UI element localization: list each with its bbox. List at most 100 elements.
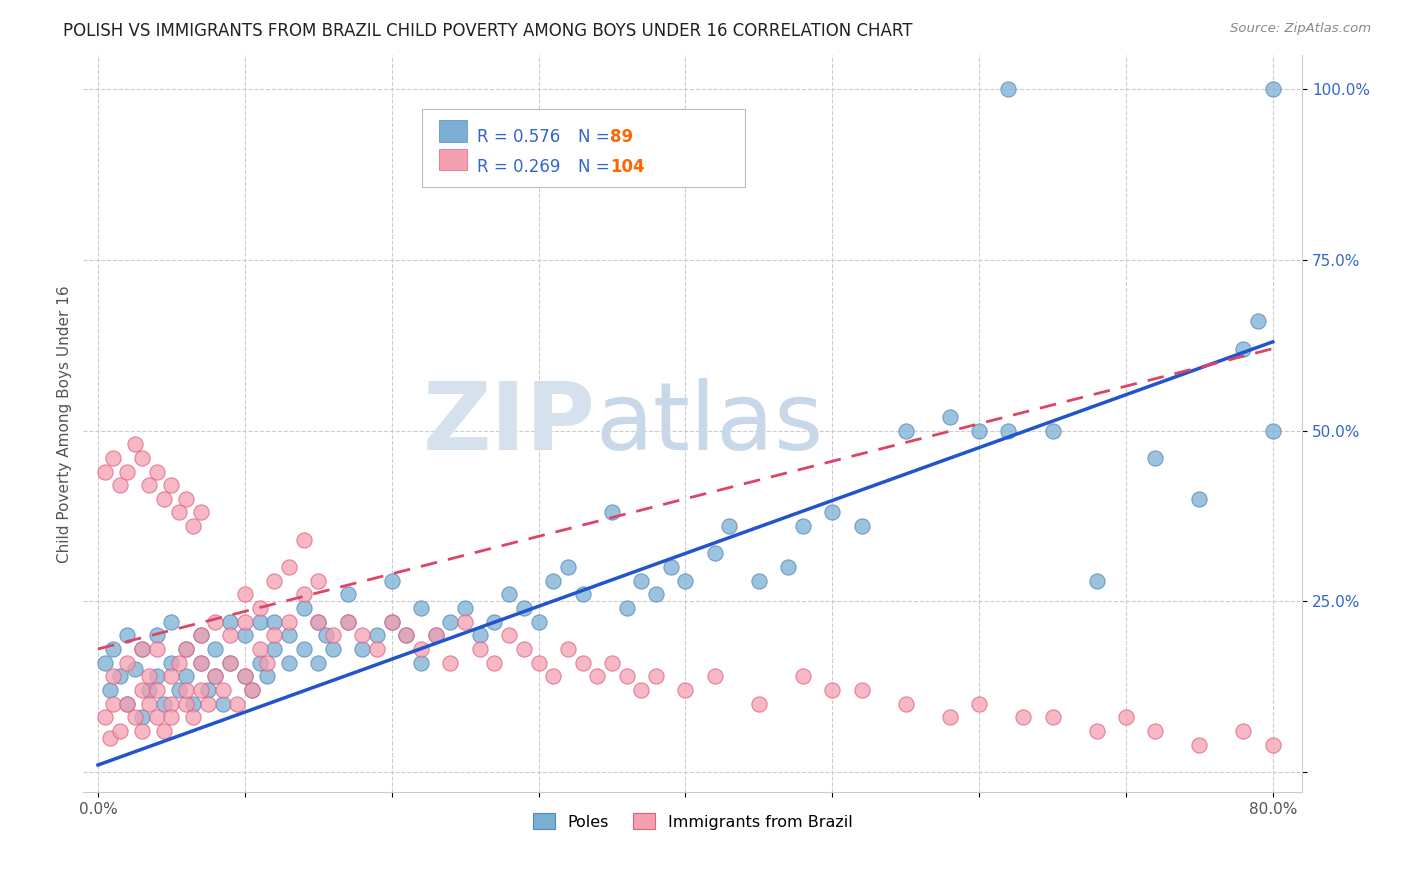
Point xyxy=(381,615,404,629)
Point xyxy=(630,574,652,588)
Point xyxy=(307,615,329,629)
Point xyxy=(997,82,1019,96)
Point xyxy=(277,656,299,670)
Point xyxy=(153,723,176,738)
Point xyxy=(395,628,418,642)
Point xyxy=(108,669,131,683)
Point xyxy=(240,682,263,697)
Point xyxy=(395,628,418,642)
Point xyxy=(792,669,814,683)
Point xyxy=(204,615,226,629)
Point xyxy=(336,587,359,601)
Point xyxy=(233,587,256,601)
Point xyxy=(1261,738,1284,752)
Point xyxy=(197,697,219,711)
Point xyxy=(439,656,461,670)
Point xyxy=(586,669,609,683)
Point xyxy=(167,656,190,670)
Point xyxy=(204,642,226,657)
Point xyxy=(277,628,299,642)
Point xyxy=(160,656,183,670)
Point xyxy=(630,682,652,697)
Point xyxy=(513,642,536,657)
Point xyxy=(160,710,183,724)
Point xyxy=(277,615,299,629)
Point xyxy=(131,642,153,657)
Point xyxy=(174,642,197,657)
Text: 89: 89 xyxy=(610,128,633,146)
Point xyxy=(600,506,623,520)
Point xyxy=(352,642,374,657)
Point xyxy=(673,682,696,697)
Point xyxy=(183,697,205,711)
Point xyxy=(138,478,160,492)
Point xyxy=(645,587,668,601)
Point xyxy=(249,642,271,657)
Y-axis label: Child Poverty Among Boys Under 16: Child Poverty Among Boys Under 16 xyxy=(58,285,72,563)
Point xyxy=(124,663,146,677)
Point xyxy=(409,642,432,657)
Point xyxy=(263,628,285,642)
Point xyxy=(1261,424,1284,438)
Point xyxy=(1232,342,1254,356)
Point xyxy=(160,478,183,492)
Text: POLISH VS IMMIGRANTS FROM BRAZIL CHILD POVERTY AMONG BOYS UNDER 16 CORRELATION C: POLISH VS IMMIGRANTS FROM BRAZIL CHILD P… xyxy=(63,22,912,40)
Text: R = 0.269: R = 0.269 xyxy=(477,158,560,176)
Point xyxy=(131,682,153,697)
Point xyxy=(183,519,205,533)
Point xyxy=(468,628,491,642)
Point xyxy=(616,669,638,683)
Point xyxy=(292,533,315,547)
Point xyxy=(571,656,593,670)
Point xyxy=(352,628,374,642)
Point xyxy=(145,669,167,683)
Text: ZIP: ZIP xyxy=(422,377,595,470)
Point xyxy=(131,710,153,724)
Text: N =: N = xyxy=(578,128,614,146)
Point xyxy=(108,478,131,492)
Point xyxy=(366,642,388,657)
Point xyxy=(454,615,477,629)
Point xyxy=(366,628,388,642)
Point xyxy=(98,731,121,745)
Point xyxy=(211,682,233,697)
Point xyxy=(498,628,520,642)
Point xyxy=(967,697,990,711)
Point xyxy=(718,519,741,533)
Point xyxy=(527,656,550,670)
Point xyxy=(211,697,233,711)
Point xyxy=(541,669,564,683)
Point xyxy=(219,656,242,670)
Point xyxy=(425,628,447,642)
Point xyxy=(307,615,329,629)
Point xyxy=(117,697,139,711)
Point xyxy=(513,601,536,615)
Point xyxy=(124,710,146,724)
Point xyxy=(938,409,960,424)
Point xyxy=(101,697,124,711)
Point xyxy=(101,642,124,657)
Point xyxy=(174,491,197,506)
Point xyxy=(703,546,725,560)
Point xyxy=(263,574,285,588)
Point xyxy=(131,642,153,657)
Point xyxy=(249,601,271,615)
Point xyxy=(219,628,242,642)
Point xyxy=(160,697,183,711)
Point xyxy=(94,656,117,670)
Point xyxy=(1144,723,1167,738)
Point xyxy=(263,615,285,629)
Point xyxy=(197,682,219,697)
Point xyxy=(1042,424,1064,438)
Point xyxy=(153,697,176,711)
Point xyxy=(145,628,167,642)
Point xyxy=(484,615,506,629)
Point xyxy=(256,669,278,683)
Point xyxy=(307,574,329,588)
Point xyxy=(108,723,131,738)
Point xyxy=(167,506,190,520)
Text: 104: 104 xyxy=(610,158,645,176)
Point xyxy=(292,601,315,615)
Point xyxy=(498,587,520,601)
Point xyxy=(484,656,506,670)
